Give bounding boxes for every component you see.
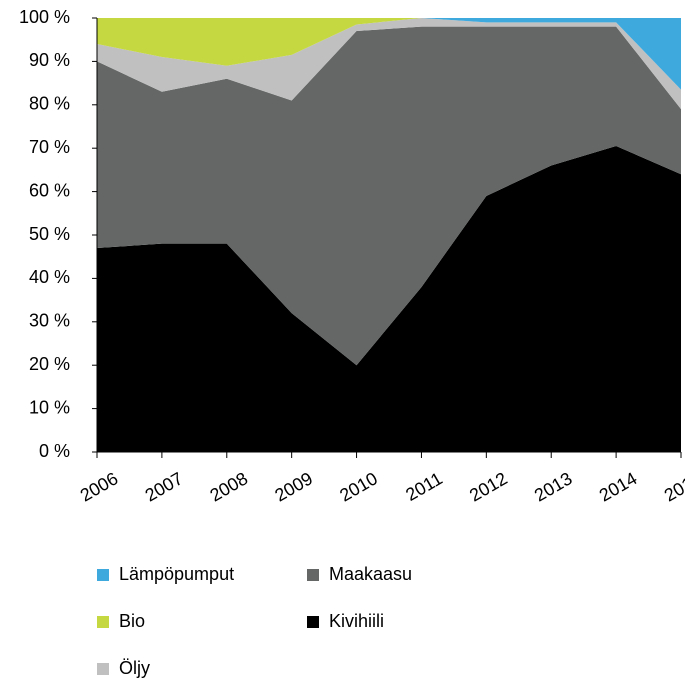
legend-label: Kivihiili — [329, 611, 384, 631]
y-tick-label: 60 % — [29, 180, 70, 200]
area — [97, 18, 681, 90]
legend-swatch — [97, 569, 109, 581]
x-tick-label: 2011 — [402, 468, 446, 505]
y-tick-label: 20 % — [29, 354, 70, 374]
legend-swatch — [97, 663, 109, 675]
legend-swatch — [307, 569, 319, 581]
y-tick-label: 50 % — [29, 224, 70, 244]
x-tick-label: 2007 — [142, 468, 187, 505]
y-tick-label: 40 % — [29, 267, 70, 287]
legend-label: Öljy — [119, 658, 150, 678]
area — [97, 18, 681, 90]
x-tick-label: 2010 — [336, 468, 381, 505]
x-tick-label: 2015 — [661, 468, 685, 505]
x-tick-label: 2008 — [206, 468, 251, 505]
y-tick-label: 100 % — [19, 7, 70, 27]
y-tick-label: 70 % — [29, 137, 70, 157]
x-tick-label: 2009 — [271, 468, 316, 505]
legend-label: Bio — [119, 611, 145, 631]
y-tick-label: 0 % — [39, 441, 70, 461]
area — [97, 26, 681, 366]
y-tick-label: 80 % — [29, 94, 70, 114]
legend-label: Lämpöpumput — [119, 564, 234, 584]
y-tick-label: 30 % — [29, 311, 70, 331]
legend-swatch — [97, 616, 109, 628]
area — [97, 146, 681, 452]
x-tick-label: 2013 — [531, 468, 576, 505]
legend-label: Maakaasu — [329, 564, 412, 584]
legend-swatch — [307, 616, 319, 628]
y-tick-label: 10 % — [29, 397, 70, 417]
x-tick-label: 2014 — [596, 468, 641, 505]
y-tick-label: 90 % — [29, 50, 70, 70]
x-tick-label: 2012 — [466, 468, 511, 505]
x-tick-label: 2006 — [77, 468, 122, 505]
